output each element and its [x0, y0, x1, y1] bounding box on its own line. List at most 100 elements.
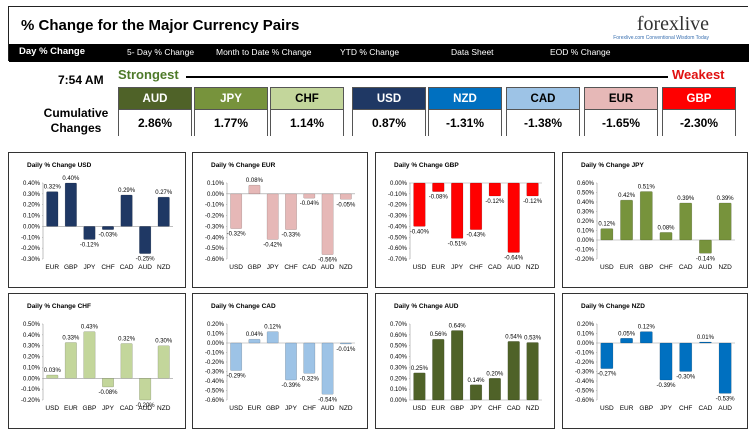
data-label: 0.05%: [618, 331, 636, 337]
x-tick-label: NZD: [339, 405, 353, 412]
x-tick-label: JPY: [83, 264, 96, 271]
data-label: -0.40%: [410, 229, 430, 235]
page-title: % Change for the Major Currency Pairs: [21, 17, 300, 34]
tab-ytd-change[interactable]: YTD % Change: [340, 47, 400, 57]
bar-eur: [432, 182, 445, 192]
tab-5-day-change[interactable]: 5- Day % Change: [127, 47, 195, 57]
data-label: -0.43%: [466, 233, 486, 239]
y-tick-label: 0.10%: [23, 214, 41, 220]
x-tick-label: CAD: [120, 405, 134, 412]
y-tick-label: -0.20%: [205, 360, 225, 366]
y-tick-label: 0.40%: [23, 333, 41, 339]
data-label: -0.08%: [98, 390, 118, 396]
strongest-label: Strongest: [118, 67, 179, 82]
x-tick-label: CAD: [507, 405, 521, 412]
y-tick-label: -0.20%: [388, 203, 408, 209]
x-tick-label: JPY: [470, 405, 483, 412]
bar-chart: 0.10% 0.00% -0.10% -0.20% -0.30% -0.40% -0.50%…: [205, 178, 356, 271]
y-tick-label: 0.60%: [577, 181, 595, 187]
bar-nzd: [339, 193, 352, 200]
y-tick-label: -0.20%: [205, 214, 225, 220]
bar-cad: [120, 194, 133, 227]
data-label: 0.56%: [430, 332, 448, 338]
y-tick-label: -0.10%: [575, 248, 595, 254]
currency-value: 0.87%: [353, 110, 425, 136]
y-tick-label: -0.50%: [205, 246, 225, 252]
data-label: 0.08%: [657, 225, 675, 231]
bar-nzd: [157, 345, 170, 379]
bar-gbp: [451, 330, 464, 401]
y-tick-label: 0.30%: [390, 365, 408, 371]
y-tick-label: 0.20%: [390, 376, 408, 382]
bar-chf: [101, 226, 115, 230]
currency-value: 1.14%: [271, 110, 343, 136]
y-tick-label: -0.30%: [21, 257, 41, 263]
x-tick-label: USD: [45, 405, 59, 412]
chart-title: Daily % Change EUR: [211, 162, 276, 169]
chart-title: Daily % Change CAD: [211, 303, 276, 310]
y-tick-label: -0.30%: [388, 214, 408, 220]
bar-chf: [285, 193, 297, 230]
x-tick-label: NZD: [526, 264, 540, 271]
y-tick-label: 0.20%: [577, 322, 595, 328]
data-label: -0.03%: [98, 233, 118, 239]
currency-box-cad: CAD -1.38%: [506, 87, 580, 136]
currency-name: AUD: [119, 88, 191, 110]
x-tick-label: NZD: [718, 264, 732, 271]
x-tick-label: EUR: [45, 264, 59, 271]
bar-chart: 0.00%-0.10%-0.20%-0.30%-0.40%-0.50%-0.60…: [388, 181, 543, 271]
bar-usd: [413, 372, 426, 401]
cumulative-label-line2: Changes: [50, 121, 102, 135]
currency-value: -2.30%: [663, 110, 735, 136]
chart-title: Daily % Change NZD: [581, 303, 645, 310]
x-tick-label: NZD: [526, 405, 540, 412]
y-tick-label: -0.10%: [21, 235, 41, 241]
x-tick-label: CHF: [303, 405, 316, 412]
tab-month-to-date[interactable]: Month to Date % Change: [216, 47, 312, 57]
x-tick-label: JPY: [660, 405, 673, 412]
y-tick-label: -0.20%: [21, 398, 41, 404]
data-label: 0.20%: [486, 371, 504, 377]
tab-day-change[interactable]: Day % Change: [19, 46, 85, 57]
x-tick-label: AUD: [507, 264, 521, 271]
x-tick-label: GBP: [64, 264, 78, 271]
data-label: -0.12%: [80, 242, 100, 248]
tab-data-sheet[interactable]: Data Sheet: [451, 47, 494, 57]
data-label: -0.25%: [136, 257, 156, 263]
bar-chf: [488, 378, 501, 401]
x-tick-label: AUD: [138, 264, 152, 271]
bar-jpy: [285, 342, 297, 381]
chart-panel-5: Daily % Change CHF 0.50% 0.40% 0.30% 0.20% 0.…: [8, 293, 186, 429]
x-tick-label: AUD: [699, 264, 713, 271]
y-tick-label: -0.40%: [205, 235, 225, 241]
y-tick-label: 0.60%: [390, 333, 408, 339]
x-tick-label: USD: [600, 405, 614, 412]
x-tick-label: AUD: [321, 264, 335, 271]
x-tick-label: GBP: [83, 405, 97, 412]
bar-chart: 0.40% 0.30% 0.20% 0.10% 0.00% -0.10% -0.20% -0.…: [21, 176, 173, 271]
tab-eod-change[interactable]: EOD % Change: [550, 47, 611, 57]
bar-cad: [303, 193, 316, 199]
bar-jpy: [451, 182, 464, 239]
chart-panel-3: Daily % Change GBP 0.00% -0.10% -0.20% -0.30…: [375, 152, 555, 288]
data-label: 0.32%: [118, 337, 136, 343]
x-tick-label: GBP: [248, 264, 262, 271]
data-label: 0.14%: [467, 378, 485, 384]
bar-jpy: [659, 342, 673, 381]
data-label: -0.14%: [696, 256, 716, 262]
y-tick-label: -0.30%: [575, 370, 595, 376]
y-tick-label: -0.60%: [205, 257, 225, 263]
x-tick-label: AUD: [718, 405, 732, 412]
y-tick-label: -0.70%: [388, 257, 408, 263]
data-label: 0.42%: [618, 193, 636, 199]
data-label: 0.39%: [717, 196, 735, 202]
bar-nzd: [157, 196, 170, 227]
currency-box-gbp: GBP -2.30%: [662, 87, 736, 136]
data-label: -0.53%: [716, 396, 736, 402]
x-tick-label: JPY: [451, 264, 464, 271]
chart-title: Daily % Change AUD: [394, 303, 459, 310]
data-label: 0.03%: [44, 368, 62, 374]
data-label: 0.30%: [155, 339, 173, 345]
bar-jpy: [83, 226, 96, 240]
bar-gbp: [83, 331, 96, 379]
